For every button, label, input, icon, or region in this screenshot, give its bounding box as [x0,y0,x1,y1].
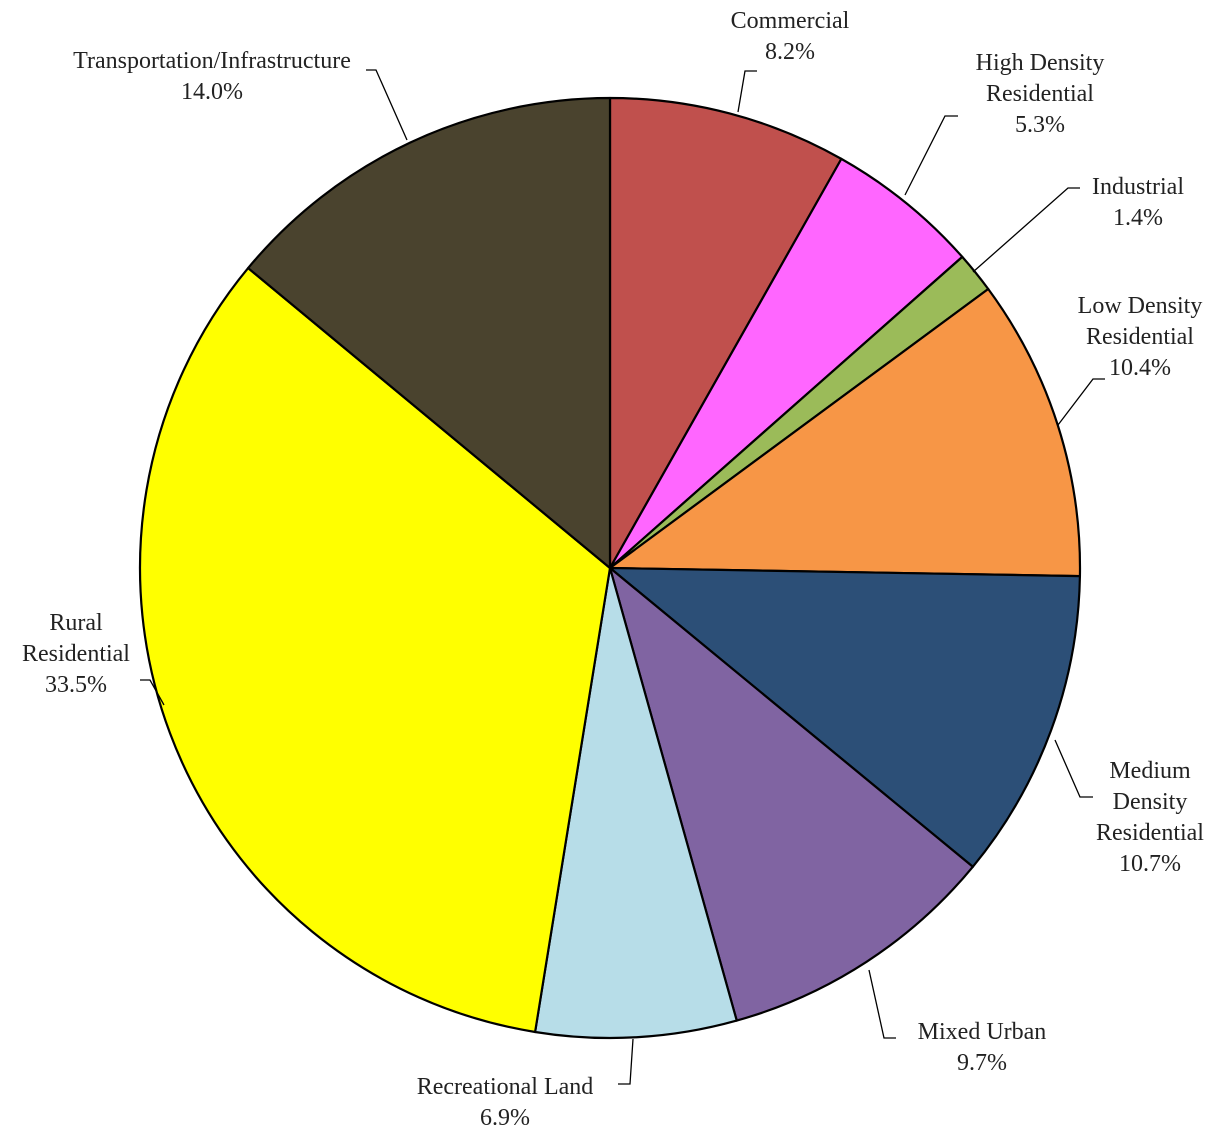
value-label: 14.0% [181,79,243,105]
data-label-mixed-urban: Mixed Urban 9.7% [918,1019,1047,1076]
data-label-industrial: Industrial 1.4% [1092,174,1184,231]
category-label: Medium [1109,758,1191,784]
slices-layer [138,96,1082,1040]
leader-line-commercial [737,70,757,113]
category-label: Mixed Urban [918,1019,1047,1045]
value-label: 10.7% [1119,851,1181,877]
leader-line-medium-density-residential [1054,739,1093,798]
category-label: Transportation/Infrastructure [73,48,351,74]
leader-line-transportation-infrastructure [366,69,408,141]
pie-slice-rural-residential [138,266,612,1034]
leader-line-high-density-residential [904,115,958,196]
category-label: Residential [986,81,1094,107]
data-label-rural-residential: Rural Residential 33.5% [22,610,130,698]
pie-slice-recreational-land [533,566,738,1040]
leader-line-low-density-residential [1057,378,1105,426]
pie-slice-medium-density-residential [608,566,1082,868]
leader-lines-layer [140,69,1105,1085]
category-label: Industrial [1092,174,1184,200]
category-label: Residential [22,641,130,667]
value-label: 6.9% [480,1105,530,1131]
pie-slice-mixed-urban [608,566,974,1022]
pie-slice-low-density-residential [608,287,1082,578]
category-label: Residential [1086,324,1194,350]
leader-line-industrial [972,187,1080,273]
leader-line-rural-residential [140,679,165,706]
value-label: 8.2% [765,39,815,65]
category-label: High Density [976,50,1105,76]
value-label: 9.7% [957,1050,1007,1076]
labels-layer: Commercial 8.2% High Density Residential 5.3… [22,8,1204,1131]
value-label: 5.3% [1015,112,1065,138]
data-label-medium-density-residential: Medium Density Residential 10.7% [1096,758,1204,877]
data-label-low-density-residential: Low Density Residential 10.4% [1078,293,1203,381]
value-label: 33.5% [45,672,107,698]
pie-slice-transportation-infrastructure [247,96,612,570]
category-label: Residential [1096,820,1204,846]
pie-slice-high-density-residential [608,157,964,570]
value-label: 1.4% [1113,205,1163,231]
value-label: 10.4% [1109,355,1171,381]
data-label-high-density-residential: High Density Residential 5.3% [976,50,1105,138]
data-label-transportation-infrastructure: Transportation/Infrastructure 14.0% [73,48,351,105]
leader-line-recreational-land [618,1038,634,1085]
category-label: Commercial [731,8,850,34]
category-label: Rural [49,610,103,636]
pie-slice-commercial [608,96,843,570]
leader-line-mixed-urban [868,969,896,1039]
data-label-recreational-land: Recreational Land 6.9% [417,1074,594,1131]
category-label: Density [1113,789,1188,815]
data-label-commercial: Commercial 8.2% [731,8,850,65]
category-label: Recreational Land [417,1074,594,1100]
category-label: Low Density [1078,293,1203,319]
